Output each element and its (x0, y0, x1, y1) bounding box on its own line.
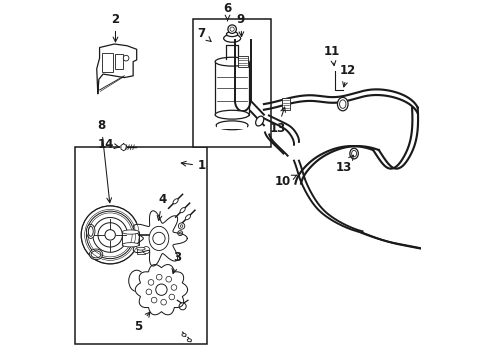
Ellipse shape (223, 35, 240, 42)
Ellipse shape (215, 110, 248, 119)
Circle shape (142, 247, 149, 254)
Bar (215, 62, 248, 115)
Circle shape (146, 289, 151, 295)
Bar (282, 98, 289, 110)
Text: 10: 10 (274, 175, 296, 188)
Text: 5: 5 (134, 312, 150, 333)
Ellipse shape (173, 199, 178, 204)
Text: 8: 8 (97, 119, 111, 203)
Ellipse shape (180, 208, 185, 213)
Ellipse shape (425, 247, 432, 253)
Text: 12: 12 (339, 64, 355, 87)
Ellipse shape (137, 247, 145, 250)
Ellipse shape (339, 100, 345, 108)
Ellipse shape (426, 248, 430, 251)
Circle shape (153, 232, 165, 244)
Circle shape (148, 280, 154, 285)
Circle shape (179, 232, 181, 234)
Circle shape (105, 230, 115, 240)
Ellipse shape (182, 333, 186, 336)
Bar (115, 54, 122, 69)
Circle shape (180, 225, 183, 227)
Circle shape (229, 27, 234, 31)
Circle shape (151, 297, 157, 303)
Text: 4: 4 (157, 193, 166, 220)
Ellipse shape (187, 339, 191, 342)
Text: 13: 13 (335, 155, 353, 174)
Ellipse shape (185, 215, 190, 220)
Circle shape (165, 276, 171, 282)
Circle shape (169, 294, 174, 300)
Ellipse shape (89, 249, 102, 260)
Circle shape (93, 217, 127, 252)
Text: 6: 6 (223, 2, 231, 21)
Ellipse shape (349, 148, 358, 159)
Ellipse shape (122, 243, 139, 247)
Text: 7: 7 (197, 27, 211, 41)
Circle shape (156, 274, 162, 280)
Ellipse shape (337, 97, 347, 111)
Ellipse shape (216, 121, 247, 130)
Text: 14: 14 (98, 138, 120, 151)
Circle shape (156, 284, 167, 295)
Circle shape (98, 223, 122, 247)
Circle shape (161, 300, 166, 305)
Ellipse shape (91, 251, 101, 258)
Bar (193, 19, 270, 147)
Ellipse shape (128, 270, 144, 292)
Text: 1: 1 (181, 159, 206, 172)
Text: 13: 13 (269, 107, 285, 135)
Text: 2: 2 (111, 13, 119, 42)
Ellipse shape (149, 226, 168, 251)
Bar (137, 249, 145, 254)
Polygon shape (121, 144, 126, 151)
Ellipse shape (88, 226, 93, 236)
Ellipse shape (431, 250, 438, 256)
Bar (75, 147, 207, 345)
Ellipse shape (255, 116, 263, 126)
Bar (237, 56, 247, 67)
Ellipse shape (86, 224, 95, 238)
Ellipse shape (122, 230, 139, 234)
Text: 3: 3 (172, 251, 181, 274)
Circle shape (86, 211, 134, 258)
Text: 9: 9 (236, 13, 244, 36)
Circle shape (81, 206, 139, 264)
Polygon shape (133, 211, 187, 266)
Bar (217, 125, 246, 129)
Circle shape (179, 303, 186, 310)
Ellipse shape (351, 150, 356, 157)
Ellipse shape (215, 57, 248, 66)
Polygon shape (135, 265, 187, 315)
Circle shape (177, 231, 182, 235)
Circle shape (123, 55, 129, 61)
Text: 11: 11 (324, 45, 340, 66)
Ellipse shape (432, 251, 436, 255)
Bar (102, 53, 112, 72)
Circle shape (178, 223, 184, 229)
Circle shape (171, 285, 177, 290)
Ellipse shape (226, 32, 237, 37)
Polygon shape (97, 44, 137, 94)
Circle shape (227, 25, 236, 33)
Bar (122, 232, 139, 245)
